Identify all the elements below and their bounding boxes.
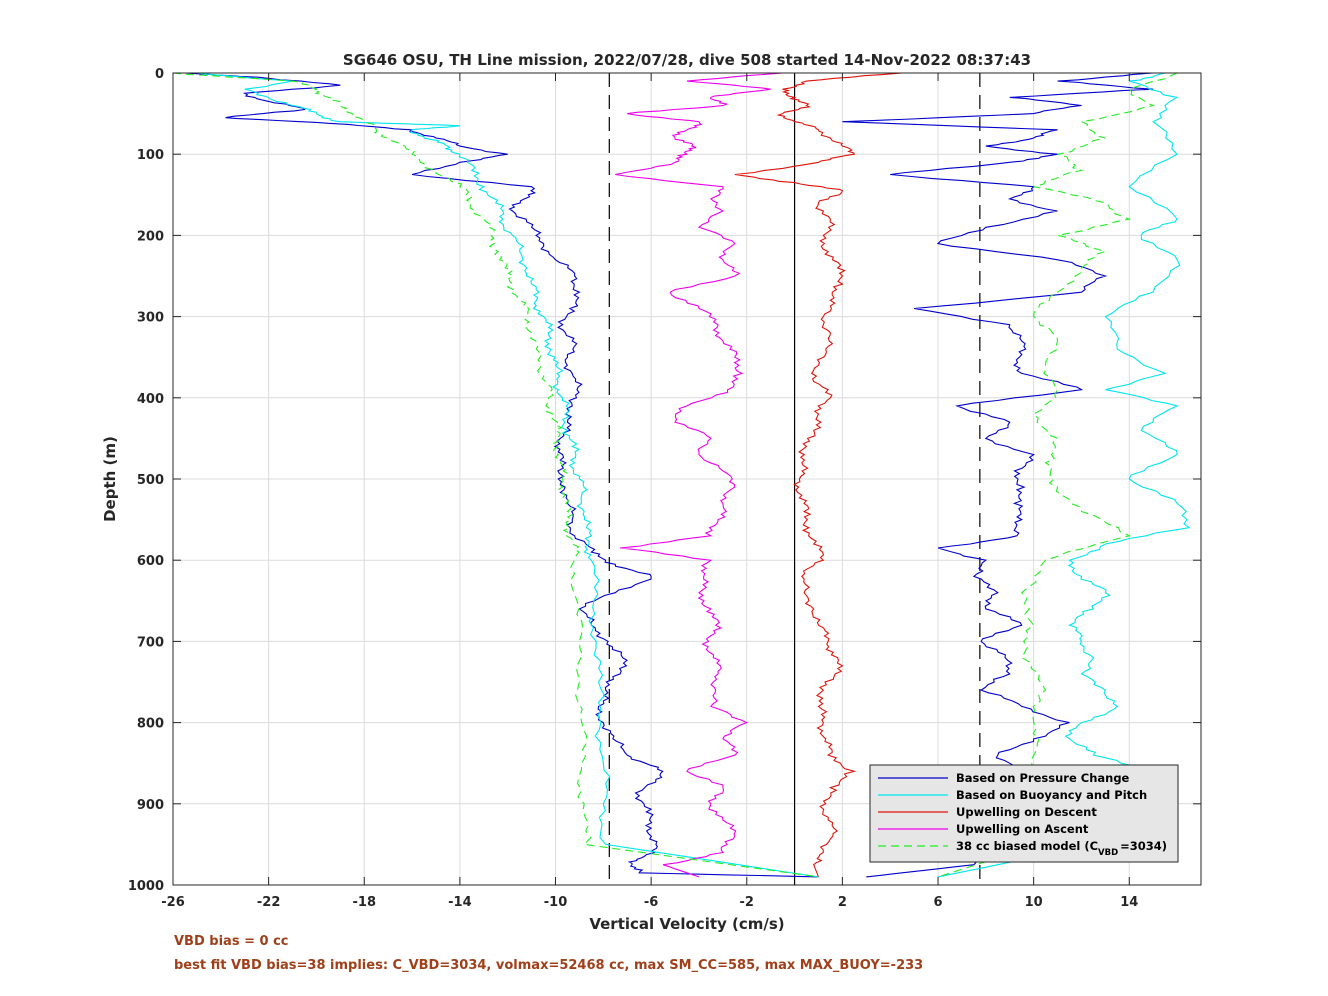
- series-layer: [173, 73, 1191, 878]
- y-tick-label: 400: [137, 392, 164, 407]
- chart-title: SG646 OSU, TH Line mission, 2022/07/28, …: [343, 51, 1031, 69]
- x-tick-label: -22: [257, 895, 281, 910]
- vbd-bias-note: VBD bias = 0 cc: [174, 934, 289, 949]
- y-tick-label: 900: [137, 798, 164, 813]
- legend: Based on Pressure Change Based on Buoyanc…: [869, 764, 1179, 863]
- series-line-2-ascent: [937, 73, 1191, 878]
- x-tick-label: -18: [353, 895, 377, 910]
- y-tick-label: 800: [137, 717, 164, 732]
- series-line-4: [615, 73, 783, 878]
- y-tick-label: 1000: [128, 879, 164, 894]
- y-tick-label: 300: [137, 311, 164, 326]
- x-tick-label: -6: [644, 895, 658, 910]
- x-tick-label: 10: [1025, 895, 1043, 910]
- legend-entry: Upwelling on Descent: [956, 805, 1097, 819]
- legend-entry: Based on Buoyancy and Pitch: [956, 788, 1147, 802]
- x-tick-label: -10: [544, 895, 568, 910]
- series-line-5-ascent: [937, 73, 1178, 878]
- series-line-2-descent: [196, 73, 819, 878]
- x-tick-label: -2: [740, 895, 754, 910]
- series-line-1-ascent: [842, 73, 1154, 878]
- ticks: -26 -22 -18 -14 -10 -6 -2 2 6 10 14010020030040050…: [128, 67, 1201, 910]
- series-line-3: [734, 73, 903, 878]
- y-tick-label: 600: [137, 554, 164, 569]
- y-tick-label: 200: [137, 229, 164, 244]
- x-tick-label: 14: [1120, 895, 1138, 910]
- y-tick-label: 100: [137, 148, 164, 163]
- series-line-5-descent: [173, 73, 819, 878]
- reference-lines: [608, 73, 981, 885]
- y-tick-label: 500: [137, 473, 164, 488]
- y-tick-label: 0: [155, 67, 164, 82]
- x-tick-label: -26: [161, 895, 185, 910]
- y-axis-label: Depth (m): [101, 436, 119, 522]
- x-tick-label: -14: [448, 895, 472, 910]
- legend-entry: Based on Pressure Change: [956, 771, 1130, 785]
- series-line-1-descent: [184, 73, 819, 878]
- best-fit-note: best fit VBD bias=38 implies: C_VBD=3034…: [174, 958, 924, 973]
- y-tick-label: 700: [137, 635, 164, 650]
- x-axis-label: Vertical Velocity (cm/s): [589, 915, 784, 933]
- legend-entry: Upwelling on Ascent: [956, 822, 1089, 836]
- x-tick-label: 2: [838, 895, 847, 910]
- x-tick-label: 6: [933, 895, 942, 910]
